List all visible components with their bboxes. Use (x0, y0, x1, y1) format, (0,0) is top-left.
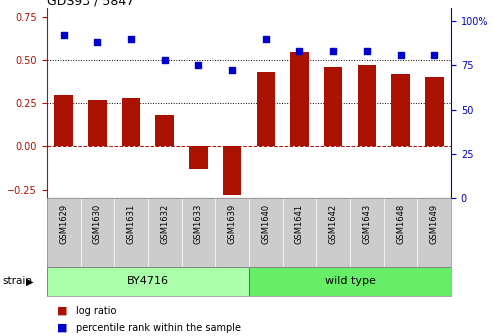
Text: ■: ■ (57, 323, 67, 333)
Text: GSM1642: GSM1642 (329, 204, 338, 244)
Text: wild type: wild type (324, 277, 376, 286)
Text: strain: strain (2, 277, 33, 286)
Bar (189, 146, 208, 169)
Point (228, 68, 236, 73)
Text: GDS93 / 5847: GDS93 / 5847 (47, 0, 134, 7)
Bar (122, 98, 141, 146)
Text: BY4716: BY4716 (127, 277, 169, 286)
Text: percentile rank within the sample: percentile rank within the sample (76, 323, 242, 333)
Bar (290, 51, 309, 146)
Bar (324, 67, 343, 146)
Bar (425, 77, 444, 146)
Point (430, 52, 438, 57)
Text: GSM1633: GSM1633 (194, 204, 203, 244)
Bar (249, 267, 451, 296)
Point (94, 39, 102, 45)
Point (363, 48, 371, 54)
Bar (256, 72, 275, 146)
Text: GSM1643: GSM1643 (362, 204, 371, 244)
Text: GSM1648: GSM1648 (396, 204, 405, 244)
Point (194, 62, 203, 68)
Text: GSM1649: GSM1649 (430, 204, 439, 244)
Point (329, 48, 337, 54)
Bar (155, 115, 174, 146)
Text: log ratio: log ratio (76, 306, 117, 316)
Bar (54, 95, 73, 146)
Text: ■: ■ (57, 306, 67, 316)
Text: GSM1639: GSM1639 (228, 204, 237, 244)
Point (60, 32, 68, 38)
Bar (223, 146, 242, 195)
Text: GSM1629: GSM1629 (59, 204, 68, 244)
Point (262, 36, 270, 41)
Text: GSM1641: GSM1641 (295, 204, 304, 244)
Point (127, 36, 135, 41)
Bar (357, 66, 376, 146)
Bar (47, 267, 249, 296)
Bar (88, 100, 106, 146)
Text: GSM1640: GSM1640 (261, 204, 270, 244)
Text: GSM1632: GSM1632 (160, 204, 169, 244)
Bar (391, 74, 410, 146)
Text: ▶: ▶ (26, 277, 33, 286)
Text: GSM1631: GSM1631 (127, 204, 136, 244)
Point (296, 48, 304, 54)
Point (161, 57, 169, 62)
Text: GSM1630: GSM1630 (93, 204, 102, 244)
Point (396, 52, 404, 57)
